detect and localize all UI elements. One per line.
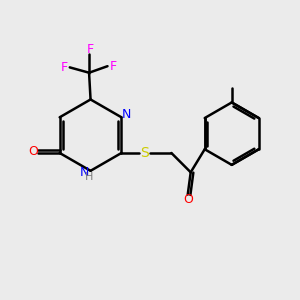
Text: F: F [109, 60, 116, 73]
Text: S: S [140, 146, 149, 160]
Text: O: O [28, 145, 38, 158]
Text: H: H [85, 172, 93, 182]
Text: N: N [80, 166, 89, 179]
Text: O: O [183, 194, 193, 206]
Text: N: N [122, 108, 131, 121]
Text: F: F [87, 43, 94, 56]
Text: F: F [61, 61, 68, 74]
